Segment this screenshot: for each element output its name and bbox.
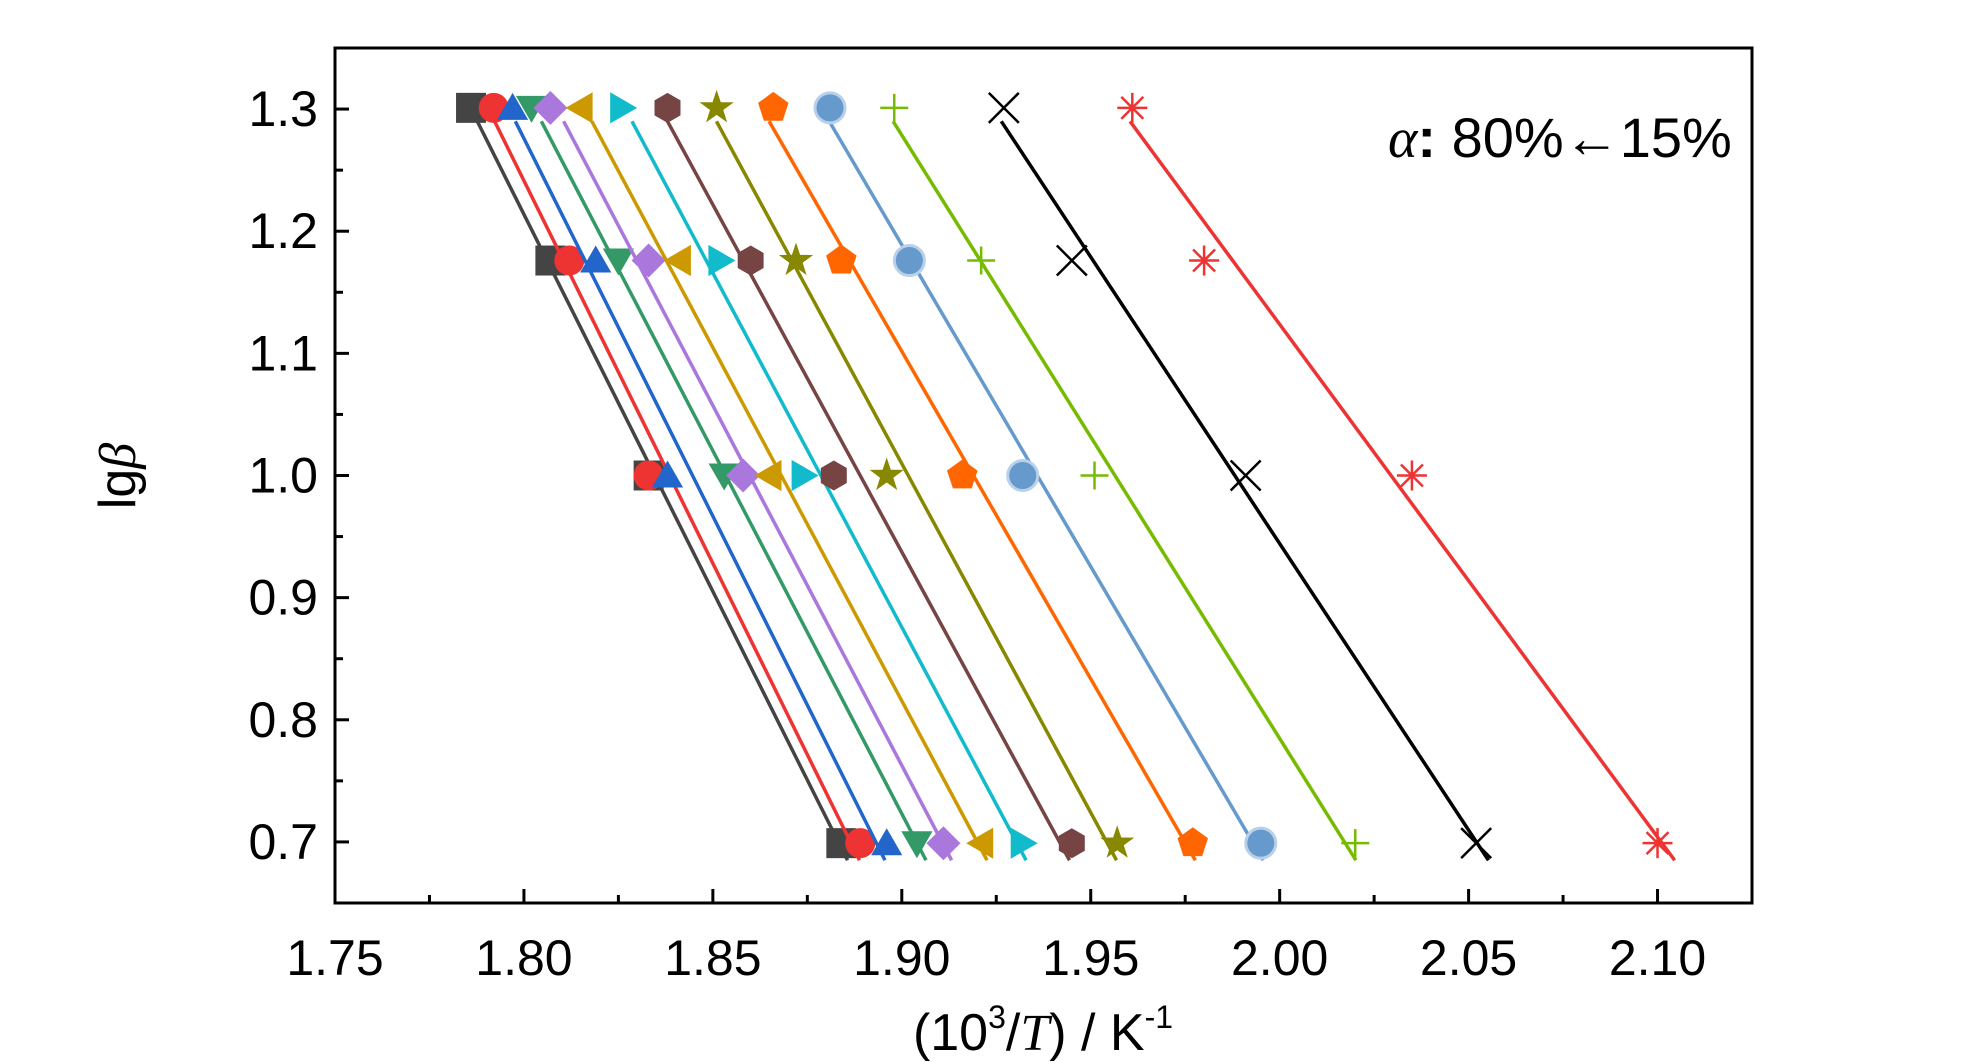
series-8-point [1058, 828, 1085, 859]
series-11-fit-line [827, 120, 1265, 862]
series-2-fit-line [493, 120, 862, 862]
series-10-fit-line [767, 120, 1197, 862]
series-2-point [845, 828, 876, 859]
series-12-fit-line [891, 120, 1358, 862]
series-layer [456, 89, 1677, 862]
series-8-point [654, 92, 681, 123]
plot-frame [333, 46, 1754, 905]
x-tick-label: 2.10 [1609, 930, 1706, 986]
series-9-point [869, 457, 904, 491]
x-tick-label: 1.95 [1042, 930, 1139, 986]
series-14-fit-line [1128, 120, 1677, 862]
series-11-point [892, 244, 926, 278]
series-9-point [778, 242, 814, 276]
series-13-point [1229, 459, 1262, 492]
series-6-point [754, 459, 782, 492]
series-14 [1117, 92, 1677, 862]
series-4-point [901, 831, 933, 859]
series-10-point [1177, 827, 1208, 857]
series-7-fit-line [630, 120, 1028, 862]
series-7-point [610, 92, 638, 124]
series-5-point [631, 243, 666, 278]
series-3 [497, 92, 903, 862]
series-14-point [1117, 92, 1148, 123]
series-5-point [726, 458, 761, 493]
series-3-point [580, 245, 612, 273]
x-tick-label: 1.90 [853, 930, 950, 986]
series-12-point [1080, 461, 1109, 490]
series-8-fit-line [665, 120, 1072, 862]
series-3-point [651, 460, 684, 488]
series-7 [610, 92, 1038, 862]
series-1-fit-line [475, 120, 850, 862]
y-tick-label: 1.1 [248, 325, 318, 381]
y-tick-label: 1.2 [248, 203, 318, 259]
series-13 [987, 91, 1493, 862]
series-10-point [826, 244, 857, 274]
series-10 [758, 91, 1208, 862]
alpha-annotation: α: 80%←15% [1388, 106, 1732, 170]
series-9-point [699, 89, 734, 123]
x-axis-title: (103/T) / K-1 [913, 999, 1173, 1062]
y-tick-label: 0.8 [248, 692, 318, 748]
series-3-point [871, 828, 903, 856]
series-14-point [1642, 828, 1673, 859]
series-5-fit-line [562, 120, 954, 862]
series-12-point [880, 93, 909, 122]
x-tick-label: 2.00 [1231, 930, 1328, 986]
x-tick-label: 1.75 [286, 930, 383, 986]
y-tick-label: 1.3 [248, 81, 318, 137]
series-11 [813, 91, 1278, 862]
series-12 [880, 93, 1370, 862]
series-13-point [1460, 827, 1493, 860]
series-8 [654, 92, 1085, 862]
series-4 [515, 95, 933, 862]
series-10-point [947, 459, 978, 489]
series-11-point [1006, 459, 1040, 492]
y-tick-label: 1.0 [248, 448, 318, 504]
series-6-fit-line [590, 120, 989, 862]
series-11-point [1244, 826, 1278, 860]
series-13-point [987, 91, 1020, 124]
y-tick-label: 0.9 [248, 570, 318, 626]
series-6 [565, 92, 994, 862]
series-14-point [1189, 245, 1220, 276]
x-tick-label: 1.85 [664, 930, 761, 986]
series-7-point [791, 459, 819, 492]
series-2-point [554, 245, 585, 276]
series-8-point [820, 460, 847, 491]
series-14-point [1396, 460, 1427, 491]
series-5-point [926, 826, 961, 861]
y-axis-title: lgβ [89, 443, 147, 509]
axis-ticks: 1.75 1.80 1.85 1.90 1.95 2.00 2.05 2.10 0.7 0.8 0.… [248, 46, 1706, 986]
series-9-fit-line [714, 120, 1119, 862]
series-9-point [1100, 825, 1135, 858]
series-8-point [737, 245, 764, 276]
series-9 [699, 89, 1135, 862]
series-4-point [602, 248, 634, 276]
x-tick-label: 2.05 [1420, 930, 1517, 986]
series-6-point [663, 244, 691, 277]
y-tick-label: 0.7 [248, 814, 318, 870]
series-12-point [1341, 829, 1370, 858]
series-10-point [758, 91, 789, 121]
series-7-point [708, 244, 736, 277]
series-5-point [533, 90, 568, 125]
series-7-point [1010, 827, 1038, 859]
x-tick-label: 1.80 [475, 930, 572, 986]
series-4-fit-line [539, 120, 928, 862]
series-3-point [497, 92, 529, 120]
series-12-point [967, 246, 996, 275]
series-13-point [1055, 244, 1088, 277]
series-11-point [813, 91, 847, 125]
series-13-fit-line [999, 120, 1490, 862]
series-5 [533, 90, 961, 862]
series-6-point [565, 92, 593, 124]
series-3-fit-line [513, 120, 887, 862]
series-6-point [966, 827, 994, 859]
